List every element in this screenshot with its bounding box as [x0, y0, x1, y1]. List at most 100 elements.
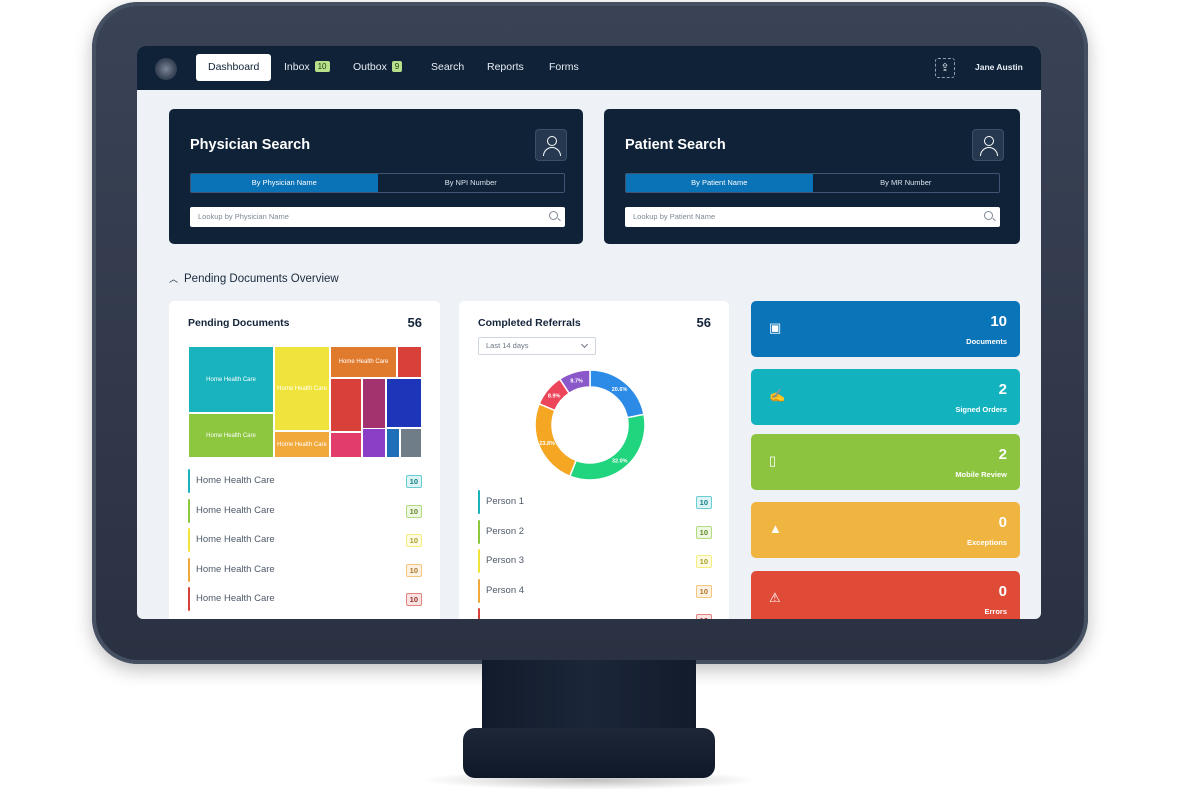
pending-documents-panel: Pending Documents 56 Home Health Care Ho…: [169, 301, 440, 619]
status-card-mobile-review[interactable]: ▯ 2 Mobile Review: [751, 434, 1020, 490]
treemap-cell[interactable]: Home Health Care: [330, 346, 397, 378]
treemap-cell[interactable]: Home Health Care: [188, 413, 274, 458]
treemap-cell[interactable]: [386, 378, 422, 428]
pending-documents-count: 56: [407, 315, 422, 330]
list-item[interactable]: Person 2 10: [478, 519, 712, 550]
top-nav: Dashboard Inbox 10 Outbox 9 Search Repor…: [137, 46, 1041, 90]
donut-slice-label: 23.8%: [539, 441, 555, 447]
legend-color-bar: [478, 549, 480, 573]
patient-search-input[interactable]: Lookup by Patient Name: [625, 207, 1000, 227]
status-value: 10: [990, 313, 1007, 330]
physician-search-input[interactable]: Lookup by Physician Name: [190, 207, 565, 227]
list-item[interactable]: Person 1 10: [478, 490, 712, 520]
donut-slice[interactable]: [568, 413, 646, 481]
status-card-documents[interactable]: ▣ 10 Documents: [751, 301, 1020, 357]
search-icon[interactable]: [549, 211, 558, 220]
treemap-cell-label: Home Health Care: [206, 376, 256, 383]
tab-reports[interactable]: Reports: [487, 54, 524, 81]
tab-forms[interactable]: Forms: [549, 54, 579, 81]
search-icon[interactable]: [984, 211, 993, 220]
treemap-cell[interactable]: [362, 428, 386, 458]
overview-title: Pending Documents Overview: [184, 273, 339, 285]
list-item-label: Home Health Care: [196, 475, 275, 486]
donut-slice-label: 8.9%: [548, 393, 561, 399]
treemap-cell[interactable]: [400, 428, 422, 458]
status-value: 2: [998, 381, 1007, 398]
warning-icon: ⚠: [769, 590, 781, 605]
treemap-cell[interactable]: Home Health Care: [274, 431, 330, 458]
count-badge: 10: [405, 504, 422, 518]
status-value: 0: [998, 583, 1007, 600]
tab-by-mr-number[interactable]: By MR Number: [880, 178, 932, 187]
status-label: Documents: [966, 337, 1007, 346]
status-card-errors[interactable]: ⚠ 0 Errors: [751, 571, 1020, 619]
patient-search-title: Patient Search: [625, 137, 726, 153]
treemap-cell[interactable]: [386, 428, 400, 458]
list-item[interactable]: Person 4 10: [478, 578, 712, 609]
tab-dashboard[interactable]: Dashboard: [196, 54, 272, 81]
tab-inbox[interactable]: Inbox 10: [284, 54, 330, 81]
treemap: Home Health Care Home Health Care Home H…: [188, 346, 422, 458]
donut-slice[interactable]: [589, 369, 645, 419]
treemap-cell[interactable]: Home Health Care: [274, 346, 330, 431]
count-badge: 10: [695, 525, 712, 539]
treemap-cell[interactable]: [330, 432, 362, 458]
status-label: Signed Orders: [955, 405, 1007, 414]
tab-by-npi-number[interactable]: By NPI Number: [444, 178, 497, 187]
status-card-exceptions[interactable]: ▲ 0 Exceptions: [751, 502, 1020, 558]
treemap-cell[interactable]: [330, 378, 362, 432]
tab-outbox[interactable]: Outbox 9: [353, 54, 403, 81]
status-card-signed-orders[interactable]: ✍ 2 Signed Orders: [751, 369, 1020, 425]
treemap-cell[interactable]: [397, 346, 422, 378]
list-item-label: Person 1: [486, 496, 525, 507]
tab-label: Outbox: [353, 61, 387, 73]
list-item-label: Home Health Care: [196, 504, 275, 516]
completed-referrals-count: 56: [696, 315, 711, 330]
inbox-badge: 10: [314, 61, 330, 72]
tab-by-patient-name[interactable]: By Patient Name: [626, 174, 813, 192]
pending-documents-title: Pending Documents: [188, 317, 290, 329]
status-label: Errors: [984, 607, 1007, 616]
status-value: 0: [998, 514, 1007, 531]
user-name[interactable]: Jane Austin: [975, 62, 1023, 72]
treemap-cell[interactable]: Home Health Care: [188, 346, 274, 413]
referrals-donut-chart: 20.6% 32.0% 23.8% 8.9% 8.7%: [534, 369, 646, 481]
list-item-label: Home Health Care: [196, 563, 275, 575]
tab-label: Reports: [487, 61, 524, 73]
donut-slice-label: 20.6%: [612, 387, 628, 393]
list-item[interactable]: Home Health Care 10: [188, 528, 422, 558]
count-badge: 10: [405, 563, 422, 577]
tab-by-physician-name[interactable]: By Physician Name: [191, 174, 378, 192]
physician-search-tabs: By Physician Name By NPI Number: [190, 173, 565, 193]
donut-slice[interactable]: [534, 402, 578, 478]
chevron-up-icon[interactable]: ︿: [169, 274, 179, 284]
list-item[interactable]: Home Health Care 10: [188, 498, 422, 529]
donut-slice[interactable]: [558, 369, 591, 395]
list-item-label: Person 4: [486, 584, 525, 596]
count-badge: 10: [405, 475, 422, 488]
inbox-icon: ▣: [769, 320, 782, 335]
overview-header[interactable]: ︿ Pending Documents Overview: [169, 272, 339, 285]
doctor-icon: [535, 129, 567, 161]
list-item[interactable]: Home Health Care 10: [188, 557, 422, 588]
list-item[interactable]: 10: [478, 608, 712, 619]
date-range-select[interactable]: Last 14 days: [478, 337, 596, 355]
tab-search[interactable]: Search: [431, 54, 464, 81]
list-item[interactable]: Person 3 10: [478, 549, 712, 579]
patient-search-tabs: By Patient Name By MR Number: [625, 173, 1000, 193]
app-screen: Dashboard Inbox 10 Outbox 9 Search Repor…: [137, 46, 1041, 619]
list-item[interactable]: Home Health Care 10: [188, 587, 422, 617]
treemap-cell-label: Home Health Care: [338, 359, 389, 365]
list-item-label: Person 3: [486, 555, 525, 566]
patient-search-placeholder: Lookup by Patient Name: [633, 212, 716, 221]
tab-label: Forms: [549, 61, 579, 73]
mobile-icon: ▯: [769, 453, 777, 468]
list-item[interactable]: Home Health Care 10: [188, 469, 422, 499]
treemap-cell-label: Home Health Care: [277, 441, 327, 448]
count-badge: 10: [695, 496, 712, 509]
date-range-value: Last 14 days: [486, 341, 529, 350]
upload-icon[interactable]: ⇪: [935, 58, 955, 78]
treemap-cell[interactable]: [362, 378, 386, 432]
tab-label: Search: [431, 61, 465, 73]
donut-slice-label: 8.7%: [570, 378, 583, 384]
